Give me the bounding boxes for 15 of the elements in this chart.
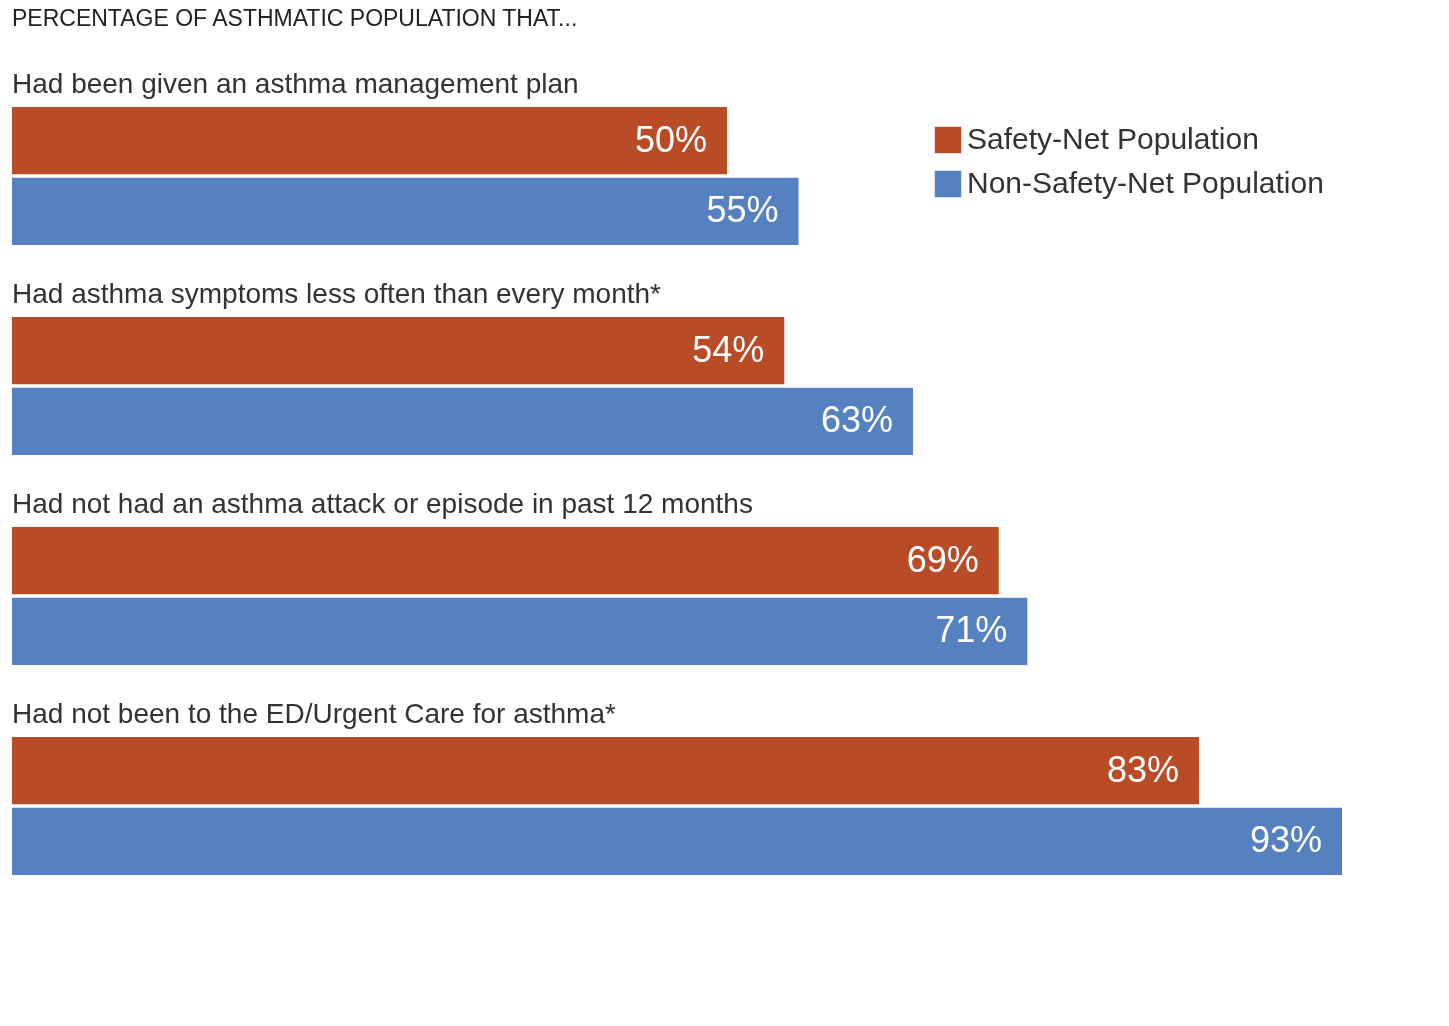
y-tick-label: Had been given an asthma management plan	[12, 68, 579, 99]
chart-title: PERCENTAGE OF ASTHMATIC POPULATION THAT...	[12, 5, 578, 31]
legend-label: Safety-Net Population	[967, 122, 1259, 155]
data-label: 71%	[935, 609, 1008, 651]
data-label: 93%	[1249, 819, 1322, 861]
y-tick-label: Had not been to the ED/Urgent Care for asthma*	[12, 698, 616, 729]
legend-label: Non-Safety-Net Population	[967, 166, 1324, 199]
y-tick-label: Had asthma symptoms less often than every month*	[12, 278, 662, 309]
y-tick-label: Had not had an asthma attack or episode in past 12 months	[12, 488, 753, 519]
data-label: 63%	[820, 399, 893, 441]
data-label: 83%	[1106, 748, 1179, 790]
data-label: 54%	[692, 328, 765, 370]
data-label: 69%	[906, 538, 979, 580]
data-label: 50%	[634, 118, 708, 160]
data-label: 55%	[706, 189, 779, 231]
